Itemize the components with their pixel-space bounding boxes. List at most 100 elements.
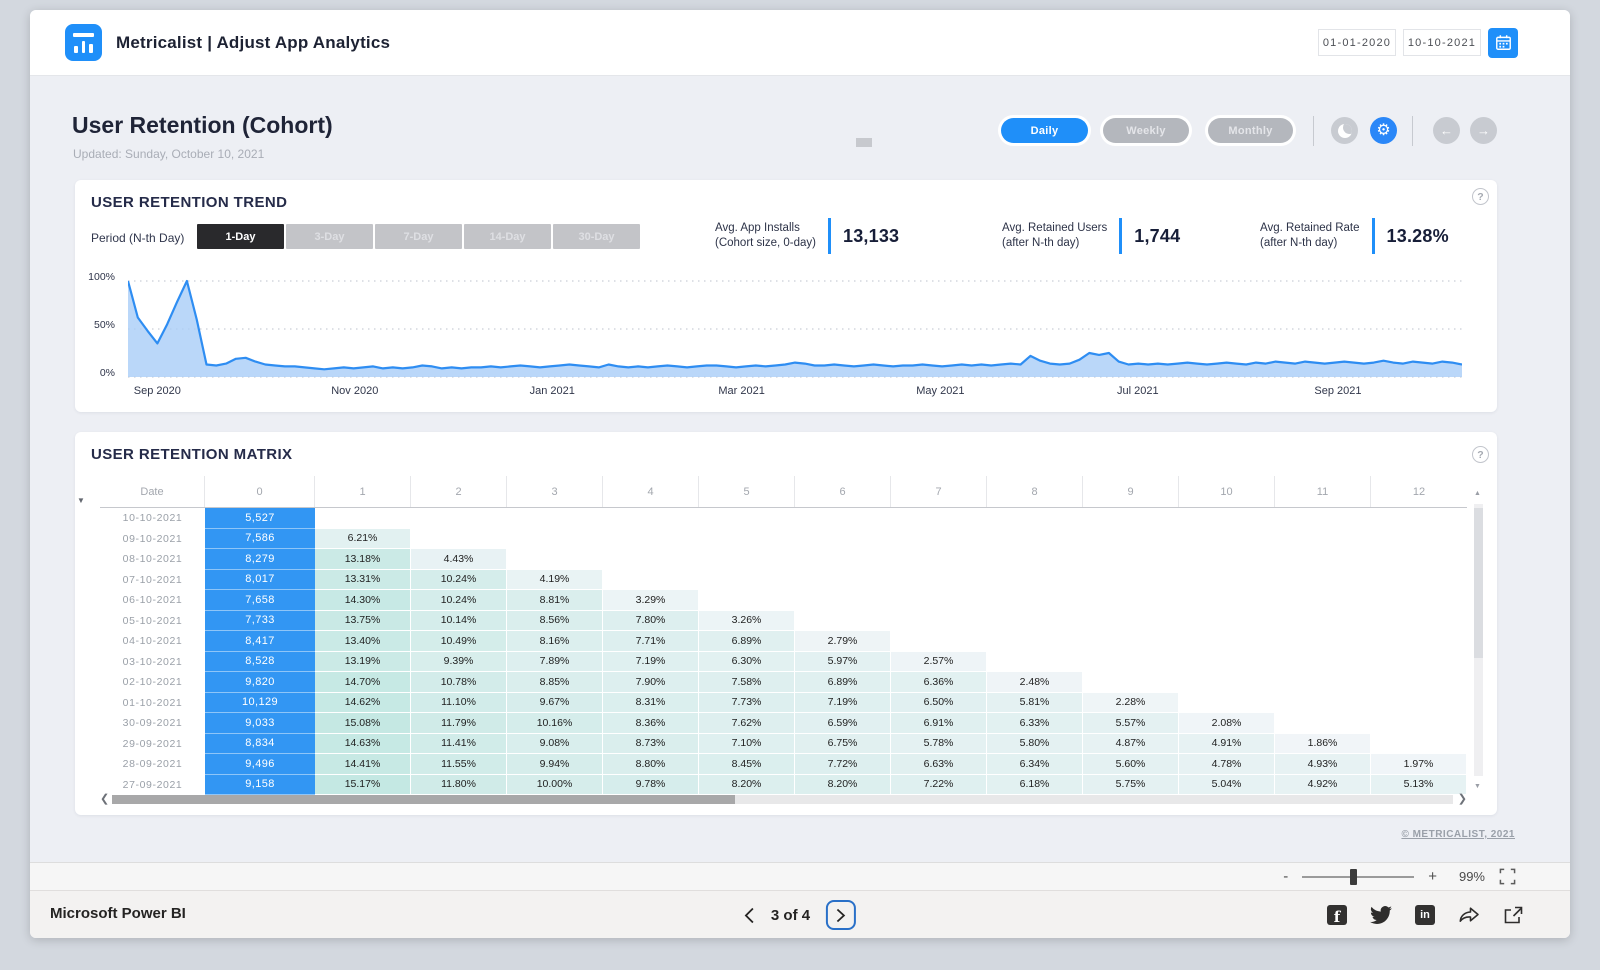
matrix-pct-cell[interactable]: 2.48%	[987, 672, 1083, 693]
matrix-date-cell[interactable]: 05-10-2021	[100, 611, 205, 632]
matrix-pct-cell[interactable]: 13.19%	[315, 652, 411, 673]
matrix-pct-cell[interactable]: 7.58%	[699, 672, 795, 693]
matrix-pct-cell[interactable]: 8.16%	[507, 631, 603, 652]
matrix-column-header[interactable]: 1	[315, 476, 411, 507]
matrix-pct-cell[interactable]: 2.28%	[1083, 693, 1179, 714]
matrix-pct-cell[interactable]: 9.78%	[603, 775, 699, 796]
matrix-pct-cell[interactable]: 6.18%	[987, 775, 1083, 796]
matrix-pct-cell[interactable]: 5.75%	[1083, 775, 1179, 796]
matrix-pct-cell[interactable]: 8.85%	[507, 672, 603, 693]
matrix-pct-cell[interactable]: 4.43%	[411, 549, 507, 570]
matrix-pct-cell[interactable]: 13.31%	[315, 570, 411, 591]
matrix-column-header[interactable]: 2	[411, 476, 507, 507]
matrix-pct-cell[interactable]: 7.62%	[699, 713, 795, 734]
settings-button[interactable]: ⚙	[1370, 117, 1397, 144]
trend-area-chart[interactable]	[128, 277, 1462, 381]
matrix-pct-cell[interactable]: 10.24%	[411, 590, 507, 611]
horizontal-scrollbar[interactable]: ❮ ❯	[100, 793, 1467, 805]
period-14-day-button[interactable]: 14-Day	[464, 224, 551, 249]
period-3-day-button[interactable]: 3-Day	[286, 224, 373, 249]
matrix-column-header[interactable]: 4	[603, 476, 699, 507]
matrix-pct-cell[interactable]: 5.13%	[1371, 775, 1467, 796]
matrix-pct-cell[interactable]: 13.75%	[315, 611, 411, 632]
matrix-pct-cell[interactable]: 1.97%	[1371, 754, 1467, 775]
matrix-pct-cell[interactable]: 11.55%	[411, 754, 507, 775]
matrix-installs-cell[interactable]: 8,017	[205, 570, 315, 591]
period-1-day-button[interactable]: 1-Day	[197, 224, 284, 249]
matrix-pct-cell[interactable]: 8.36%	[603, 713, 699, 734]
zoom-slider-thumb[interactable]	[1350, 869, 1357, 885]
matrix-pct-cell[interactable]: 4.87%	[1083, 734, 1179, 755]
matrix-date-cell[interactable]: 07-10-2021	[100, 570, 205, 591]
matrix-date-cell[interactable]: 29-09-2021	[100, 734, 205, 755]
matrix-pct-cell[interactable]: 5.78%	[891, 734, 987, 755]
matrix-date-cell[interactable]: 02-10-2021	[100, 672, 205, 693]
matrix-pct-cell[interactable]: 7.22%	[891, 775, 987, 796]
matrix-pct-cell[interactable]: 3.26%	[699, 611, 795, 632]
matrix-pct-cell[interactable]: 7.73%	[699, 693, 795, 714]
matrix-pct-cell[interactable]: 4.78%	[1179, 754, 1275, 775]
toggle-monthly[interactable]: Monthly	[1208, 118, 1293, 143]
period-7-day-button[interactable]: 7-Day	[375, 224, 462, 249]
toggle-daily[interactable]: Daily	[1001, 118, 1088, 143]
vertical-scrollbar[interactable]: ▲ ▼	[1473, 490, 1485, 790]
matrix-pct-cell[interactable]: 8.73%	[603, 734, 699, 755]
matrix-pct-cell[interactable]: 5.80%	[987, 734, 1083, 755]
scroll-right-icon[interactable]: ❯	[1458, 793, 1467, 805]
matrix-pct-cell[interactable]: 14.41%	[315, 754, 411, 775]
matrix-pct-cell[interactable]: 2.57%	[891, 652, 987, 673]
matrix-installs-cell[interactable]: 9,496	[205, 754, 315, 775]
matrix-installs-cell[interactable]: 7,658	[205, 590, 315, 611]
matrix-installs-cell[interactable]: 5,527	[205, 508, 315, 529]
twitter-icon[interactable]	[1370, 904, 1392, 926]
matrix-installs-cell[interactable]: 9,820	[205, 672, 315, 693]
question-mark-icon[interactable]: ?	[1472, 188, 1489, 205]
matrix-pct-cell[interactable]: 10.00%	[507, 775, 603, 796]
chevron-left-icon[interactable]	[744, 907, 755, 924]
matrix-column-header[interactable]: 7	[891, 476, 987, 507]
matrix-column-header[interactable]: 6	[795, 476, 891, 507]
copyright-link[interactable]: © METRICALIST, 2021	[1401, 829, 1515, 840]
zoom-slider[interactable]	[1302, 876, 1414, 878]
matrix-pct-cell[interactable]: 11.80%	[411, 775, 507, 796]
matrix-pct-cell[interactable]: 6.89%	[699, 631, 795, 652]
matrix-pct-cell[interactable]: 14.70%	[315, 672, 411, 693]
matrix-pct-cell[interactable]: 6.36%	[891, 672, 987, 693]
matrix-pct-cell[interactable]: 11.79%	[411, 713, 507, 734]
matrix-pct-cell[interactable]: 7.71%	[603, 631, 699, 652]
matrix-pct-cell[interactable]: 8.20%	[795, 775, 891, 796]
matrix-pct-cell[interactable]: 7.72%	[795, 754, 891, 775]
matrix-installs-cell[interactable]: 7,733	[205, 611, 315, 632]
h-scroll-track[interactable]	[112, 795, 1453, 804]
period-30-day-button[interactable]: 30-Day	[553, 224, 640, 249]
matrix-pct-cell[interactable]: 1.86%	[1275, 734, 1371, 755]
matrix-pct-cell[interactable]: 8.45%	[699, 754, 795, 775]
matrix-date-cell[interactable]: 03-10-2021	[100, 652, 205, 673]
matrix-pct-cell[interactable]: 6.89%	[795, 672, 891, 693]
sort-indicator-icon[interactable]: ▼	[77, 496, 85, 505]
matrix-column-header[interactable]: 12	[1371, 476, 1467, 507]
matrix-pct-cell[interactable]: 7.19%	[795, 693, 891, 714]
matrix-pct-cell[interactable]: 7.90%	[603, 672, 699, 693]
matrix-pct-cell[interactable]: 10.14%	[411, 611, 507, 632]
matrix-pct-cell[interactable]: 3.29%	[603, 590, 699, 611]
prev-page-circle-button[interactable]: ←	[1433, 117, 1460, 144]
matrix-pct-cell[interactable]: 8.31%	[603, 693, 699, 714]
matrix-date-cell[interactable]: 01-10-2021	[100, 693, 205, 714]
zoom-out-button[interactable]: -	[1283, 869, 1288, 884]
matrix-pct-cell[interactable]: 2.79%	[795, 631, 891, 652]
matrix-pct-cell[interactable]: 9.08%	[507, 734, 603, 755]
matrix-pct-cell[interactable]: 9.39%	[411, 652, 507, 673]
matrix-pct-cell[interactable]: 8.56%	[507, 611, 603, 632]
next-page-button[interactable]	[826, 900, 856, 930]
matrix-installs-cell[interactable]: 7,586	[205, 529, 315, 550]
matrix-column-header[interactable]: 8	[987, 476, 1083, 507]
fit-to-screen-button[interactable]	[1499, 868, 1516, 885]
next-page-circle-button[interactable]: →	[1470, 117, 1497, 144]
date-from-field[interactable]: 01-01-2020	[1318, 29, 1396, 56]
matrix-pct-cell[interactable]: 4.91%	[1179, 734, 1275, 755]
h-scroll-thumb[interactable]	[112, 795, 735, 804]
matrix-pct-cell[interactable]: 10.24%	[411, 570, 507, 591]
facebook-icon[interactable]: f	[1327, 905, 1347, 925]
matrix-pct-cell[interactable]: 10.49%	[411, 631, 507, 652]
